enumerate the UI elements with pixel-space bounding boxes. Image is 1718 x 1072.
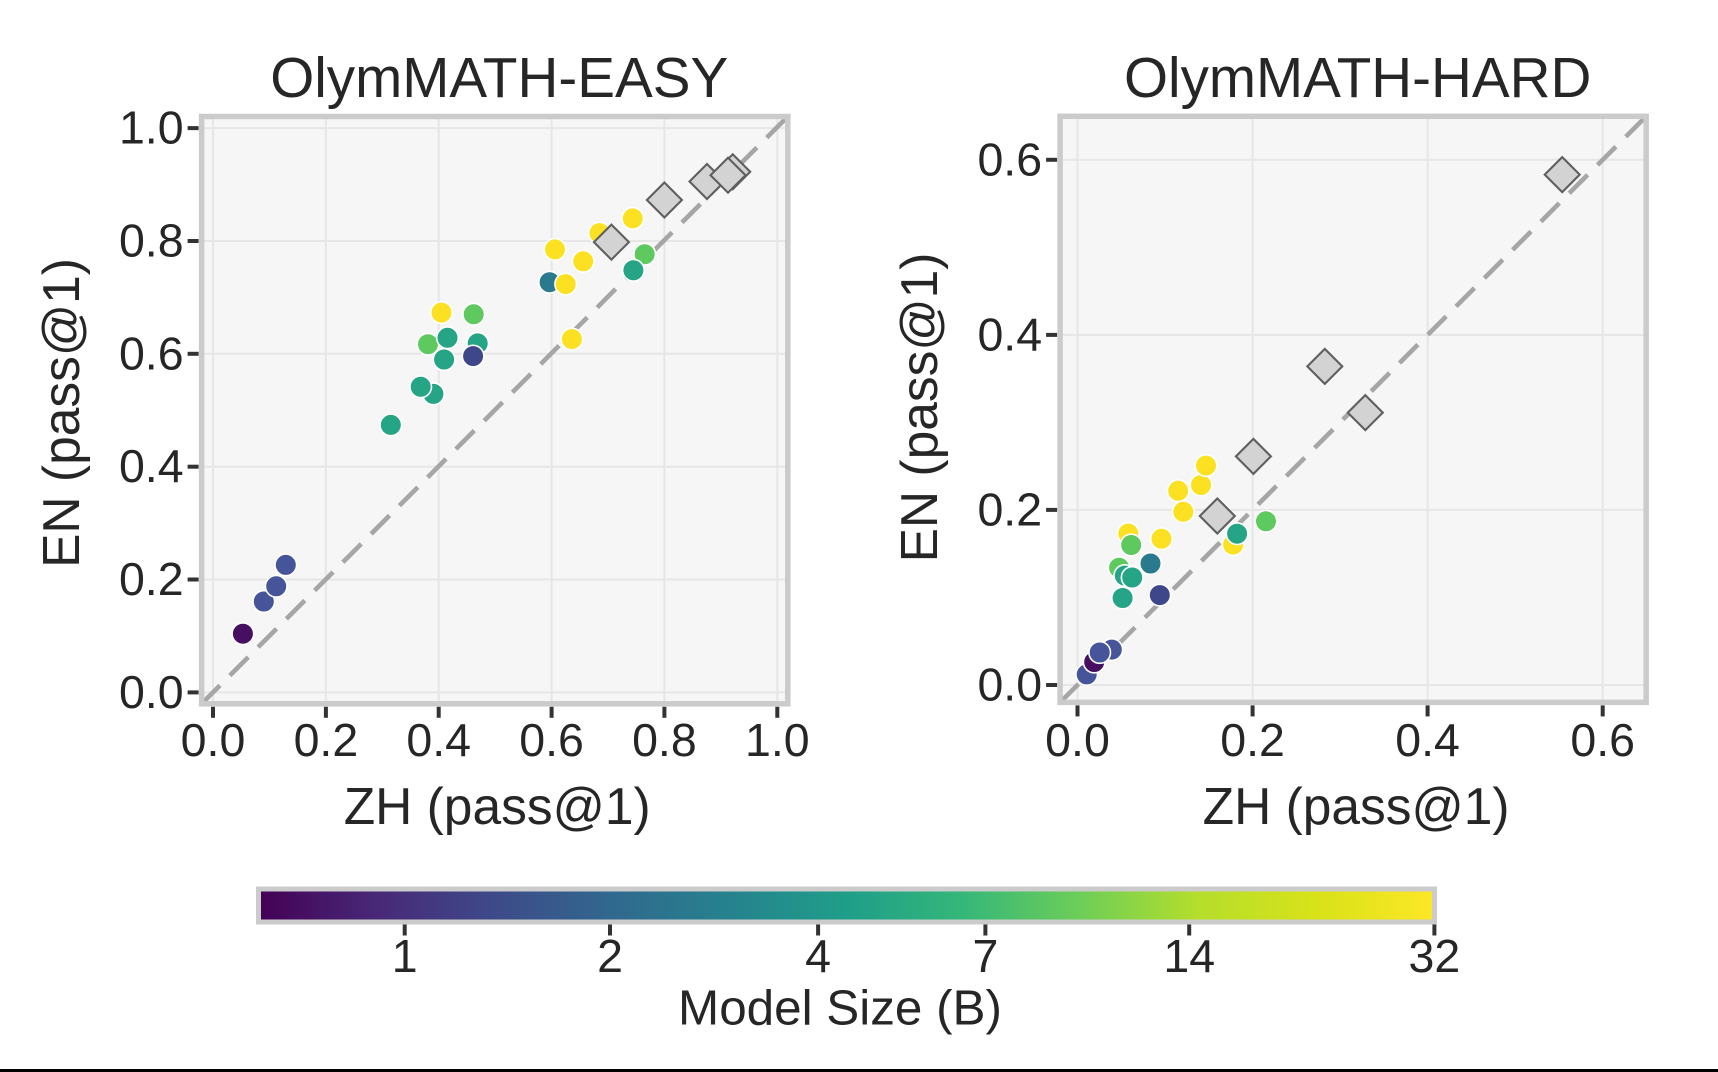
svg-text:2: 2 [597, 930, 623, 982]
svg-text:0.2: 0.2 [119, 553, 184, 605]
svg-text:Model Size (B): Model Size (B) [678, 981, 1002, 1036]
svg-text:0.0: 0.0 [977, 659, 1042, 711]
svg-text:0.6: 0.6 [519, 714, 584, 766]
svg-text:ZH (pass@1): ZH (pass@1) [1203, 777, 1510, 835]
svg-text:0.0: 0.0 [1045, 714, 1110, 766]
svg-text:0.6: 0.6 [119, 327, 184, 379]
svg-text:OlymMATH-HARD: OlymMATH-HARD [1124, 46, 1591, 109]
svg-text:1.0: 1.0 [745, 714, 810, 766]
svg-text:0.2: 0.2 [1220, 714, 1285, 766]
svg-text:32: 32 [1409, 930, 1461, 982]
svg-text:0.2: 0.2 [294, 714, 359, 766]
svg-text:OlymMATH-EASY: OlymMATH-EASY [270, 46, 728, 109]
svg-text:4: 4 [805, 930, 831, 982]
svg-text:0.4: 0.4 [1395, 714, 1460, 766]
svg-text:EN (pass@1): EN (pass@1) [890, 253, 948, 563]
svg-text:0.2: 0.2 [977, 483, 1042, 535]
svg-text:1: 1 [392, 930, 418, 982]
svg-text:14: 14 [1163, 930, 1215, 982]
svg-text:0.6: 0.6 [1570, 714, 1635, 766]
svg-text:0.0: 0.0 [181, 714, 246, 766]
svg-text:0.8: 0.8 [632, 714, 697, 766]
svg-text:0.4: 0.4 [406, 714, 471, 766]
svg-text:0.4: 0.4 [119, 440, 184, 492]
svg-text:0.6: 0.6 [977, 133, 1042, 185]
svg-text:0.8: 0.8 [119, 215, 184, 267]
svg-text:1.0: 1.0 [119, 102, 184, 154]
svg-text:ZH (pass@1): ZH (pass@1) [344, 777, 651, 835]
svg-text:EN (pass@1): EN (pass@1) [32, 258, 90, 568]
svg-text:7: 7 [972, 930, 998, 982]
svg-text:0.0: 0.0 [119, 666, 184, 718]
svg-text:0.4: 0.4 [977, 308, 1042, 360]
